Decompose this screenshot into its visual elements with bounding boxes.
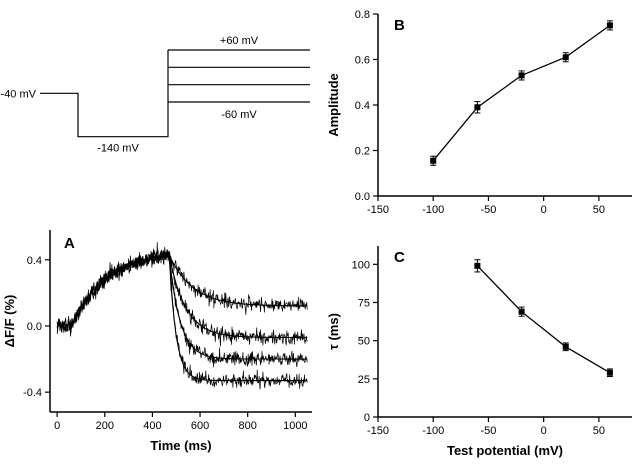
svg-text:-150: -150 <box>367 425 389 437</box>
svg-text:0: 0 <box>541 204 547 216</box>
svg-text:-40 mV: -40 mV <box>1 88 37 100</box>
svg-text:Amplitude: Amplitude <box>326 73 341 137</box>
svg-text:B: B <box>394 17 405 34</box>
svg-text:ΔF/F (%): ΔF/F (%) <box>2 295 17 348</box>
svg-text:Test potential (mV): Test potential (mV) <box>447 443 563 458</box>
voltage-protocol-diagram: -40 mV -140 mV +60 mV -60 mV <box>1 35 310 155</box>
svg-text:0.0: 0.0 <box>355 191 370 203</box>
svg-text:0.0: 0.0 <box>27 321 42 333</box>
svg-text:+60 mV: +60 mV <box>220 35 259 47</box>
svg-text:-60 mV: -60 mV <box>221 109 257 121</box>
svg-text:200: 200 <box>96 420 114 432</box>
svg-text:0.2: 0.2 <box>355 146 370 158</box>
svg-text:0.8: 0.8 <box>355 9 370 21</box>
panel-b-amplitude-chart: -150 -100 -50 0 50 0.0 0.2 0.4 0.6 0.8 Amplitude B <box>326 9 632 216</box>
panel-c-tau-chart: -150 -100 -50 0 50 0 25 50 75 100 Test potential (… <box>326 246 632 458</box>
svg-text:-140 mV: -140 mV <box>97 143 139 155</box>
svg-text:0: 0 <box>54 420 60 432</box>
svg-text:-50: -50 <box>480 204 496 216</box>
svg-text:25: 25 <box>358 374 370 386</box>
svg-text:0.4: 0.4 <box>355 100 370 112</box>
svg-text:τ (ms): τ (ms) <box>326 313 341 350</box>
panel-a-fluorescence-traces-chart: 0 200 400 600 800 1000 -0.4 0.0 0.4 Time (ms) ΔF/F… <box>2 230 312 453</box>
svg-text:0.4: 0.4 <box>27 255 42 267</box>
svg-text:-150: -150 <box>367 204 389 216</box>
svg-text:-100: -100 <box>422 425 444 437</box>
svg-text:600: 600 <box>191 420 209 432</box>
svg-text:50: 50 <box>593 425 605 437</box>
svg-text:0: 0 <box>541 425 547 437</box>
svg-text:Time (ms): Time (ms) <box>150 438 211 453</box>
svg-text:0.6: 0.6 <box>355 55 370 67</box>
svg-text:-0.4: -0.4 <box>23 387 42 399</box>
svg-text:1000: 1000 <box>283 420 307 432</box>
svg-text:50: 50 <box>593 204 605 216</box>
svg-text:50: 50 <box>358 336 370 348</box>
svg-text:0: 0 <box>364 412 370 424</box>
svg-text:-100: -100 <box>422 204 444 216</box>
svg-text:100: 100 <box>352 259 370 271</box>
svg-text:-50: -50 <box>480 425 496 437</box>
svg-text:800: 800 <box>239 420 257 432</box>
svg-text:A: A <box>64 235 75 252</box>
svg-text:C: C <box>394 249 405 266</box>
svg-text:75: 75 <box>358 297 370 309</box>
svg-text:400: 400 <box>143 420 161 432</box>
